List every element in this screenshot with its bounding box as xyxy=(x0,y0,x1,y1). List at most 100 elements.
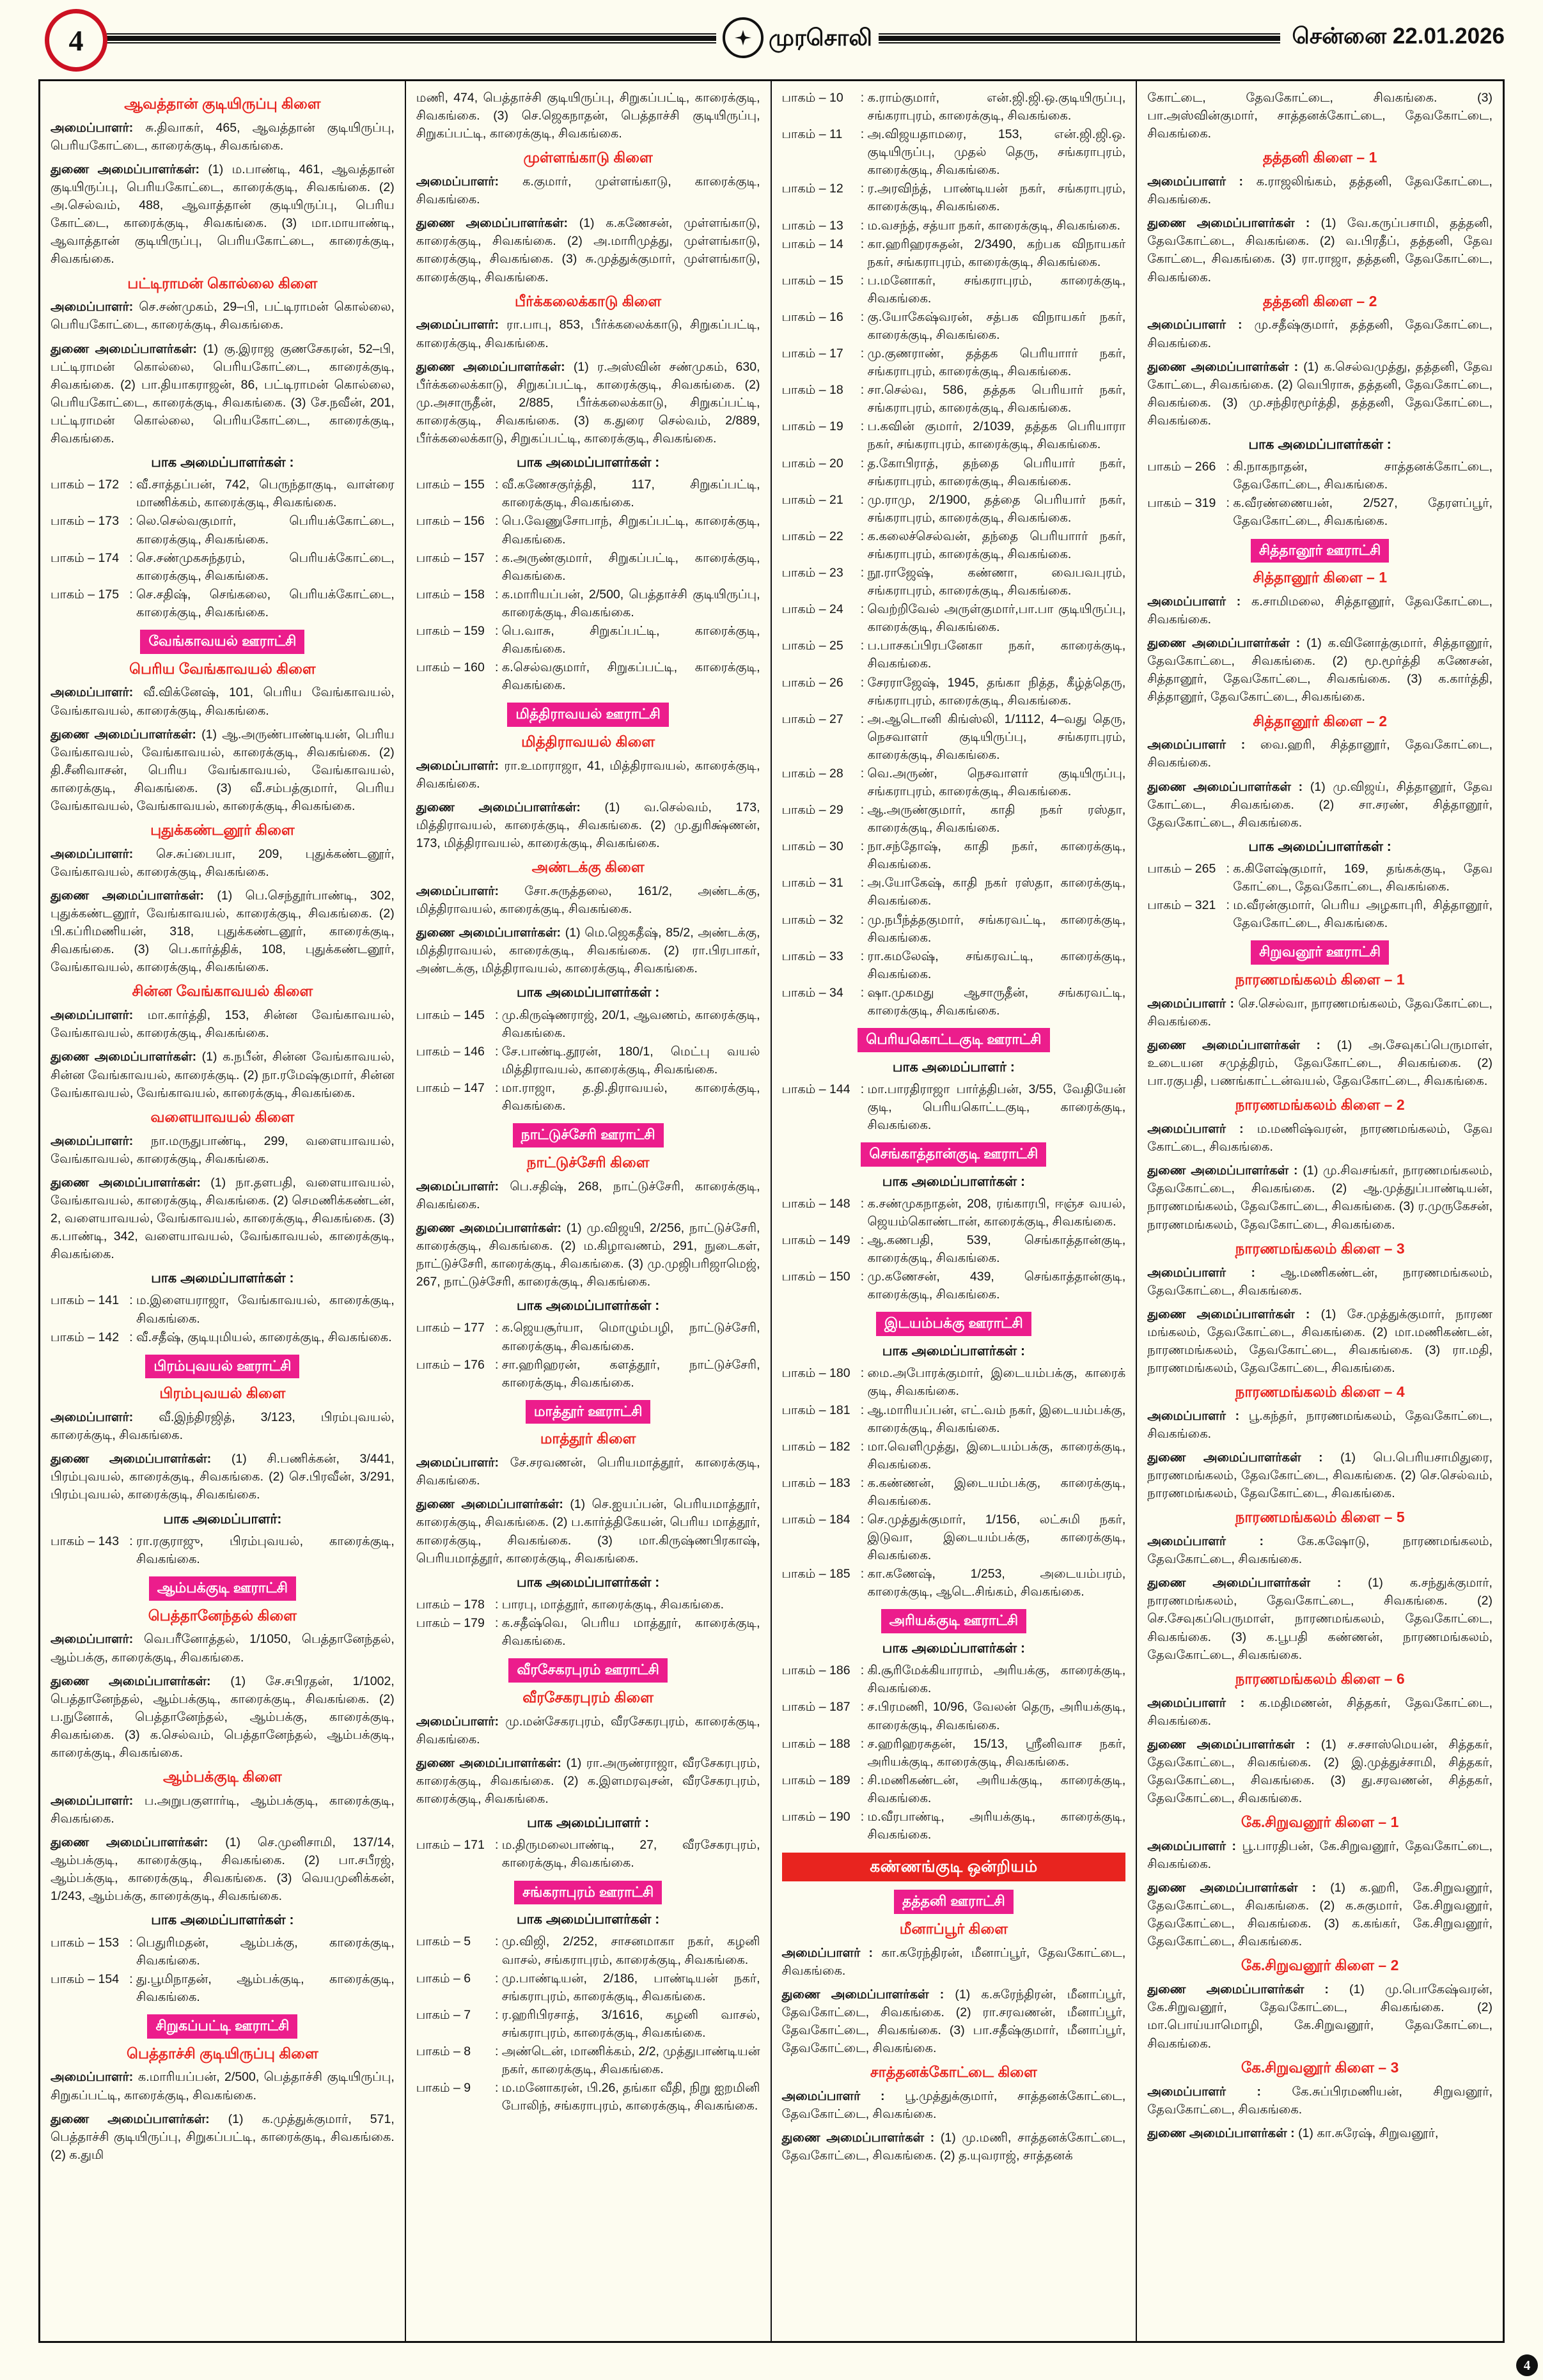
branch-heading: பெத்தானேந்தல் கிளை xyxy=(148,1606,297,1624)
part-organizer-detail: க.அருண்குமார், சிறுகப்பட்டி, காரைக்குடி,… xyxy=(501,550,760,583)
part-organizer-detail: ம.மனோகரன், பி.26, தங்கா வீதி, நிறு ஐறமின… xyxy=(501,2081,760,2113)
part-number: பாகம் – 25 xyxy=(781,639,843,653)
part-number: பாகம் – 33 xyxy=(781,949,843,963)
entry-text: க.குமார், முள்ளங்காடு, காரைக்குடி, சிவகங… xyxy=(416,175,760,207)
part-organizer-row: பாகம் – 5: மு.விஜி, 2/252, சாசனமாகா நகர்,… xyxy=(416,1933,760,1968)
entry-text: (1) க.சந்துக்குமார், நாரணமங்கலம், தேவகோட… xyxy=(1147,1576,1492,1662)
part-organizer-detail: லெ.செல்வகுமார், பெரியக்கோட்டை, காரைக்குட… xyxy=(136,514,395,547)
entry-text: (1) க.சுரேந்திரன், மீனாப்பூர், தேவகோட்டை… xyxy=(781,1987,1126,2055)
entry-role-label: துணை அமைப்பாளர்கள்: xyxy=(416,216,568,231)
part-number: பாகம் – 150 xyxy=(781,1270,850,1284)
entry-paragraph: அமைப்பாளர் : கே.சுப்பிரமணியன், சிறுவனூர்… xyxy=(1147,2083,1492,2119)
part-organizer-row: பாகம் – 176: சா.ஹரிஹரன், களத்தூர், நாட்டு… xyxy=(416,1356,760,1392)
entry-role-label: அமைப்பாளர் : xyxy=(1147,996,1235,1011)
entry-text: (1) மு.விஜய், சித்தானூர், தேவ கோட்டை, சி… xyxy=(1147,779,1492,830)
part-organizer-detail: ஆ.மாரியப்பன், எட்.வம் நகர், இடையம்பக்கு,… xyxy=(867,1403,1126,1435)
part-number: பாகம் – 28 xyxy=(781,766,843,781)
part-organizer-detail: ரா.ரகுராஜு, பிரம்புவயல், காரைக்குடி, சிவ… xyxy=(136,1534,395,1566)
entry-role-label: அமைப்பாளர் : xyxy=(1147,1534,1264,1549)
part-organizer-row: பாகம் – 16: கு.யோகேஷ்வரன், சத்பக விநாயகர்… xyxy=(782,308,1126,344)
part-number: பாகம் – 21 xyxy=(781,492,843,507)
part-organizer-detail: க.மாரியப்பன், 2/500, பெத்தாச்சி குடியிரு… xyxy=(501,587,760,619)
part-organizer-row: பாகம் – 32: மு.நபீந்த்தகுமார், சங்கரவட்டி… xyxy=(782,911,1126,947)
entry-paragraph: அமைப்பாளர் : பூ.பாரதிபன், கே.சிறுவனூர், … xyxy=(1147,1837,1492,1873)
part-colon: : xyxy=(860,1439,865,1454)
entry-paragraph: துணை அமைப்பாளர்கள் : (1) சே.முத்துக்குமா… xyxy=(1147,1305,1492,1377)
part-number: பாகம் – 178 xyxy=(416,1598,485,1612)
panchayat-heading: நாட்டுச்சேரி ஊராட்சி xyxy=(512,1123,664,1147)
entry-text: மா.கார்த்தி, 153, சின்ன வேங்காவயல், வேங்… xyxy=(51,1008,395,1041)
entry-paragraph: அமைப்பாளர்: ப.அறுபகுளார்டி, ஆம்பக்குடி, … xyxy=(51,1792,395,1828)
part-colon: : xyxy=(129,1534,133,1548)
branch-heading: கே.சிறுவனூர் கிளை – 2 xyxy=(1241,1957,1399,1974)
part-number: பாகம் – 176 xyxy=(416,1357,485,1372)
branch-heading: வளையாவயல் கிளை xyxy=(150,1108,295,1125)
part-colon: : xyxy=(860,1233,865,1248)
entry-text: கே.கஷோடு, நாரணமங்கலம், தேவகோட்டை, சிவகங்… xyxy=(1147,1534,1492,1567)
branch-heading: நாரணமங்கலம் கிளை – 3 xyxy=(1235,1240,1405,1257)
column-1: ஆவத்தான் குடியிருப்பு கிளை அமைப்பாளர்: சு… xyxy=(40,81,406,2341)
entry-text: ஆ.மணிகண்டன், நாரணமங்கலம், தேவகோட்டை, சிவ… xyxy=(1147,1265,1492,1298)
part-organizer-row: பாகம் – 17: மு.குணராண், தத்தக பெரியாார் ந… xyxy=(782,345,1126,380)
entry-text: (1) செ.முனிசாமி, 137/14, ஆம்பக்குடி, கார… xyxy=(51,1835,395,1904)
entry-text: (1) நா.தளபதி, வளையாவயல், வேங்காவயல், கார… xyxy=(51,1175,395,1262)
part-organizer-row: பாகம் – 186: கி.சூரிமேக்கியாராம், அரியக்க… xyxy=(782,1661,1126,1697)
part-organizer-row: பாகம் – 7: ர.ஹரிபிரசாத், 3/1616, கழனி வாச… xyxy=(416,2006,760,2042)
part-organizer-detail: சா.ஹரிஹரன், களத்தூர், நாட்டுச்சேரி, காரை… xyxy=(501,1357,760,1390)
branch-heading: பெரிய வேங்காவயல் கிளை xyxy=(129,660,316,677)
branch-heading: ஆம்பக்குடி கிளை xyxy=(162,1768,282,1785)
entry-paragraph: அமைப்பாளர் : க.ராஜலிங்கம், தத்தனி, தேவகோ… xyxy=(1147,173,1492,208)
entry-text: கே.சுப்பிரமணியன், சிறுவனூர், தேவகோட்டை, … xyxy=(1147,2084,1492,2117)
entry-text: மு.மன்சேகரபுரம், வீரசேகரபுரம், காரைக்குட… xyxy=(416,1714,760,1746)
part-organizer-detail: ப.கவின் குமார், 2/1039, தத்தக பெரியாரா ந… xyxy=(867,419,1126,452)
part-organizer-detail: மு.பாண்டியன், 2/186, பாண்டியன் நகர், சங்… xyxy=(501,1971,760,2003)
entry-text: (1) ம.பாண்டி, 461, ஆவத்தான் குடியிருப்பு… xyxy=(51,162,395,267)
part-number: பாகம் – 185 xyxy=(781,1567,850,1582)
part-organizer-row: பாகம் – 174: செ.சண்முகசுந்தரம், பெரியக்கோ… xyxy=(51,549,395,585)
entry-paragraph: அமைப்பாளர்: க.குமார், முள்ளங்காடு, காரைக… xyxy=(416,173,760,208)
branch-heading: சின்ன வேங்காவயல் கிளை xyxy=(132,983,313,1000)
part-colon: : xyxy=(860,1270,865,1284)
part-organizer-row: பாகம் – 143: ரா.ரகுராஜு, பிரம்புவயல், கார… xyxy=(51,1532,395,1568)
entry-paragraph: துணை அமைப்பாளர்கள்: (1) செ.ஐயப்பன், பெரி… xyxy=(416,1495,760,1567)
section-subheading: பாக அமைப்பாளர் : xyxy=(527,1816,650,1831)
entry-text: (1) க.முத்துக்குமார், 571, பெத்தாச்சி கு… xyxy=(51,2112,395,2162)
part-organizer-row: பாகம் – 15: ப.மனோகர், சங்கராபுரம், காரைக்… xyxy=(782,272,1126,307)
part-colon: : xyxy=(495,1321,499,1335)
entry-role-label: அமைப்பாளர்: xyxy=(416,758,499,773)
part-colon: : xyxy=(860,803,865,818)
branch-heading: நாரணமங்கலம் கிளை – 4 xyxy=(1235,1383,1405,1400)
part-number: பாகம் – 142 xyxy=(51,1330,120,1344)
part-organizer-row: பாகம் – 28: வெ.அருண், நெசவாளர் குடியிருப்… xyxy=(782,765,1126,800)
entry-paragraph: துணை அமைப்பாளர்கள் : (1) க.சந்துக்குமார்… xyxy=(1147,1574,1492,1663)
entry-role-label: துணை அமைப்பாளர்கள் : xyxy=(1147,1881,1317,1895)
part-organizer-detail: மு.விஜி, 2/252, சாசனமாகா நகர், கழனி வாசல… xyxy=(501,1934,760,1967)
part-organizer-row: பாகம் – 179: க.சதீஷ்வெ, பெரிய மாத்தூர், க… xyxy=(416,1614,760,1650)
part-organizer-row: பாகம் – 29: ஆ.அருண்குமார், காதி நகர் ரஸ்த… xyxy=(782,801,1126,837)
part-number: பாகம் – 18 xyxy=(781,383,843,398)
entry-role-label: துணை அமைப்பாளர்கள் : xyxy=(1147,216,1310,231)
part-organizer-row: பாகம் – 147: மா.ராஜா, த.தி.திராவயல், காரை… xyxy=(416,1079,760,1115)
part-organizer-detail: கு.யோகேஷ்வரன், சத்பக விநாயகர் நகர், காரை… xyxy=(867,309,1126,343)
entry-role-label: துணை அமைப்பாளர்கள்: xyxy=(51,1050,197,1064)
entry-role-label: அமைப்பாளர் : xyxy=(1147,738,1246,752)
entry-role-label: துணை அமைப்பாளர்கள் : xyxy=(1147,636,1301,651)
entry-paragraph: அமைப்பாளர்: பெ.சதிஷ், 268, நாட்டுச்சேரி,… xyxy=(416,1178,760,1213)
part-number: பாகம் – 172 xyxy=(51,478,120,492)
entry-paragraph: துணை அமைப்பாளர்கள் : (1) கா.சுரேஷ், சிறு… xyxy=(1147,2124,1492,2142)
entry-paragraph: அமைப்பாளர்: க.மாரியப்பன், 2/500, பெத்தாச… xyxy=(51,2068,395,2104)
part-colon: : xyxy=(495,1357,499,1372)
part-organizer-row: பாகம் – 11: அ.விஜயதாமரை, 153, என்.ஜி.ஜி.ஒ… xyxy=(782,125,1126,179)
part-number: பாகம் – 145 xyxy=(416,1007,485,1022)
part-number: பாகம் – 23 xyxy=(781,566,843,580)
part-number: பாகம் – 177 xyxy=(416,1321,485,1335)
entry-paragraph: அமைப்பாளர் : பூ.முத்துக்குமார், சாத்தனக்… xyxy=(782,2087,1126,2123)
part-colon: : xyxy=(1226,496,1230,511)
part-colon: : xyxy=(860,566,865,580)
entry-paragraph: அமைப்பாளர் : வை.ஹரி, சித்தானூர், தேவகோட்… xyxy=(1147,736,1492,772)
entry-role-label: அமைப்பாளர் : xyxy=(1147,1839,1237,1853)
entry-text: (1) மு.மணி, சாத்தனக்கோட்டை, தேவகோட்டை, ச… xyxy=(781,2131,1126,2163)
entry-role-label: அமைப்பாளர்: xyxy=(416,1714,499,1729)
part-organizer-detail: செ.முத்துக்குமார், 1/156, லட்சுமி நகர், … xyxy=(867,1512,1126,1563)
entry-role-label: அமைப்பாளர்: xyxy=(51,1793,134,1808)
